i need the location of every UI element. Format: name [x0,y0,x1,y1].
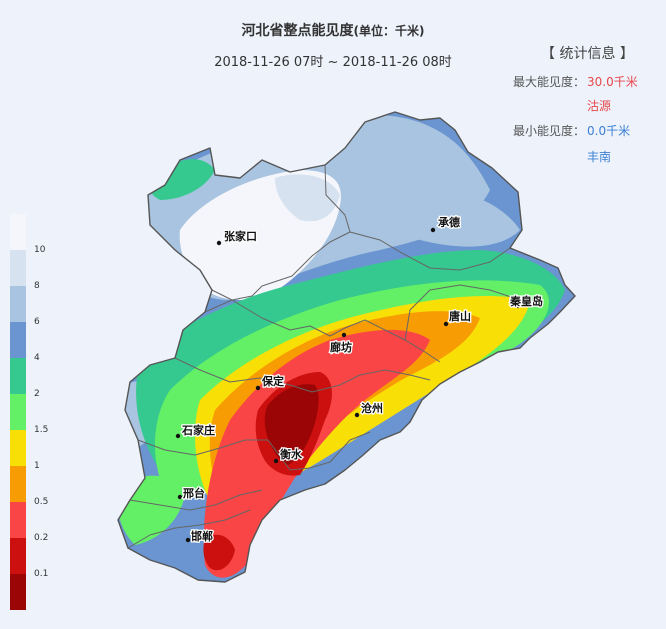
city-dot [175,433,181,439]
max-visibility-value: 30.0千米 [587,75,638,89]
time-range: 2018-11-26 07时 ~ 2018-11-26 08时 [214,55,452,70]
city-label: 邢台 [182,486,205,500]
title-unit: (单位：千米) [353,24,425,38]
map-title: 河北省整点能见度(单位：千米) [0,20,666,40]
city-label: 沧州 [361,401,383,415]
city-label: 廊坊 [330,340,352,354]
boundary-zhangjiakou [211,164,351,301]
min-visibility-label: 最小能见度： [513,124,586,138]
legend-swatch [10,358,26,394]
city-markers: 张家口 承德 秦皇岛 唐山 廊坊 保定 沧州 石家庄 [175,214,545,544]
city-qinhuangdao: 秦皇岛 [508,293,545,310]
city-dot [273,458,279,464]
boundary-handan [127,509,251,549]
boundary-cangzhou [311,369,431,393]
city-label: 邯郸 [191,529,213,543]
city-boundaries [127,164,521,549]
title-text: 河北省整点能见度 [241,23,354,39]
min-visibility-value: 0.0千米 [587,124,631,138]
legend-swatch [10,250,26,286]
city-label: 承德 [438,215,460,229]
max-visibility-station: 沽源 [587,99,612,113]
city-hengshui: 衡水 [273,446,304,464]
legend-swatch [10,430,26,466]
city-label: 衡水 [280,447,303,461]
legend-swatch [10,574,26,610]
legend-swatch [10,394,26,430]
boundary-xingtai [129,489,263,511]
legend-label: 8 [34,281,40,291]
city-baoding: 保定 [255,373,285,391]
boundary-baoding-south [174,357,313,393]
legend-label: 4 [34,353,40,363]
city-shijiazhuang: 石家庄 [175,422,216,439]
city-label: 张家口 [224,229,257,243]
city-dot [430,227,436,233]
city-dot [354,412,360,418]
city-label: 唐山 [449,309,471,323]
city-xingtai: 邢台 [177,485,206,501]
city-langfang: 廊坊 [329,332,353,355]
city-dot [216,240,222,246]
min-visibility-station: 丰南 [587,150,612,164]
max-visibility-label: 最大能见度： [513,75,586,89]
legend-swatch [10,538,26,574]
city-dot [443,321,449,327]
boundary-chengde [349,231,511,271]
city-label: 秦皇岛 [509,294,543,308]
city-label: 石家庄 [181,423,215,437]
legend-label: 0.1 [34,569,49,579]
legend-label: 0.2 [34,533,49,543]
field-darkred-south [203,534,235,571]
boundary-hengshui [267,431,371,471]
legend-swatch [10,286,26,322]
city-handan: 邯郸 [185,528,214,544]
city-chengde: 承德 [430,214,461,233]
legend-label: 10 [34,245,46,255]
city-dot [341,332,347,338]
legend-label: 1 [34,461,40,471]
legend-swatch [10,466,26,502]
field-lightblue-east [398,189,520,247]
legend-swatch [10,214,26,250]
city-dot [185,537,191,543]
legend-swatch [10,502,26,538]
field-maroon [264,384,319,465]
legend-label: 1.5 [34,425,49,435]
boundary-shijiazhuang [137,439,268,456]
boundary-baoding-north [204,299,331,337]
city-tangshan: 唐山 [443,308,472,327]
city-cangzhou: 沧州 [354,400,384,418]
legend-swatch [10,322,26,358]
city-dot [515,303,521,309]
field-red [203,329,430,578]
boundary-langfang [329,319,441,363]
city-zhangjiakou: 张家口 [216,228,258,246]
boundary-tangshan [404,284,521,341]
legend-label: 6 [34,317,40,327]
legend-label: 2 [34,389,40,399]
stats-header[interactable]: 【 统计信息 】 [541,46,634,62]
field-paleblue [275,174,340,222]
city-dot [177,494,183,500]
province-border [117,111,576,583]
legend-label: 0.5 [34,497,49,507]
city-dot [255,385,261,391]
city-label: 保定 [261,374,284,388]
